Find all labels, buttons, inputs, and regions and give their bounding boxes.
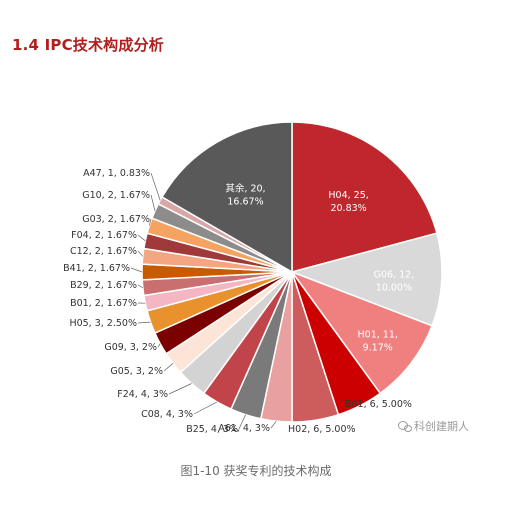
leader-line-b29-13 — [137, 284, 143, 289]
section-heading: 1.4 IPC技术构成分析 — [12, 36, 164, 54]
slice-label-b41-14: B41, 2, 1.67% — [63, 263, 130, 274]
leader-line-g03-17 — [148, 218, 152, 226]
leader-line-f24-8 — [168, 383, 192, 395]
leader-line-f04-16 — [137, 234, 146, 242]
watermark-text: 科创建期人 — [414, 420, 469, 433]
slice-label-f04-16: F04, 2, 1.67% — [71, 230, 137, 241]
slice-label-h05-11: H05, 3, 2.50% — [69, 318, 137, 329]
pie-slice-h04-0 — [291, 121, 438, 273]
slice-label-g03-17: G03, 2, 1.67% — [82, 214, 150, 225]
slice-label-b01-12: B01, 2, 1.67% — [70, 298, 137, 309]
slice-label-g10-18: G10, 2, 1.67% — [82, 190, 150, 201]
slice-label-c12-15: C12, 2, 1.67% — [70, 246, 137, 257]
leader-line-g05-9 — [163, 363, 174, 372]
slice-label-g09-10: G09, 3, 2% — [104, 342, 157, 353]
slice-label-a61-5: A61, 4, 3% — [218, 423, 270, 434]
leader-line-a47-19 — [150, 172, 161, 201]
slice-labels: H04, 25, 20.83% G06, 12, 10.00% H01, 11, 9.17… — [63, 168, 414, 435]
slice-label-h01-2: H01, 11, 9.17% — [358, 330, 398, 354]
slice-label-f24-8: F24, 4, 3% — [117, 389, 168, 400]
pie-slice-other-20 — [161, 121, 293, 274]
leader-line-b25-6 — [238, 414, 246, 430]
watermark: 科创建期人 — [398, 418, 469, 434]
slice-label-h02-4: H02, 6, 5.00% — [288, 424, 356, 435]
leader-line-c12-15 — [137, 250, 144, 257]
leader-line-b41-14 — [130, 267, 143, 273]
leader-lines — [130, 172, 277, 430]
pie-slices — [141, 121, 443, 423]
slice-label-c08-7: C08, 4, 3% — [141, 409, 193, 420]
slice-label-other-20: 其余, 20, 16.67% — [225, 183, 265, 208]
slice-label-a47-19: A47, 1, 0.83% — [83, 168, 150, 179]
leader-line-a61-5 — [270, 420, 277, 429]
leader-line-g10-18 — [150, 194, 156, 212]
leader-line-c08-7 — [193, 401, 218, 415]
leader-line-g09-10 — [157, 343, 161, 348]
slice-label-h04-0: H04, 25, 20.83% — [328, 190, 368, 214]
slice-label-b29-13: B29, 2, 1.67% — [70, 280, 137, 291]
slice-label-b01-3: B01, 6, 5.00% — [345, 399, 412, 410]
slice-label-b25-6: B25, 4, 3% — [186, 424, 238, 435]
wechat-icon — [398, 421, 412, 432]
pie-slice-g06-1 — [289, 232, 443, 327]
leader-line-h05-11 — [137, 321, 151, 324]
figure-caption: 图1-10 获奖专利的技术构成 — [180, 464, 332, 478]
slice-label-g05-9: G05, 3, 2% — [110, 366, 163, 377]
pie-slice-h01-2 — [289, 270, 434, 395]
slice-label-g06-1: G06, 12, 10.00% — [374, 269, 415, 293]
